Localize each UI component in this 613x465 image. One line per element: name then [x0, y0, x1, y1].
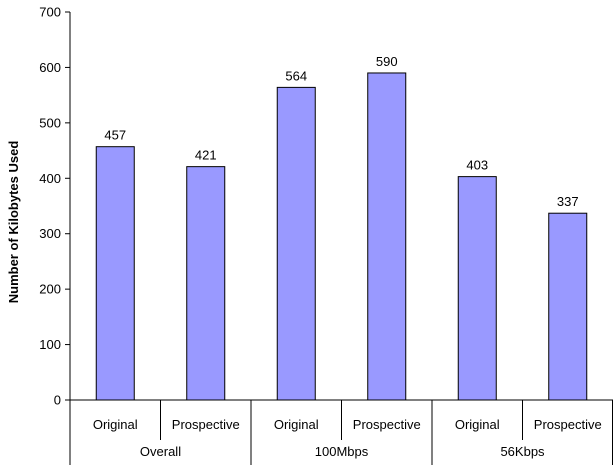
y-tick-label: 400: [39, 171, 61, 186]
x-group-label: Overall: [140, 444, 181, 459]
x-category-label: Prospective: [353, 417, 421, 432]
bar-100mbps-prospective: [367, 72, 407, 401]
bar-value-label: 590: [376, 54, 398, 69]
y-tick-label: 100: [39, 337, 61, 352]
y-tick-label: 700: [39, 5, 61, 20]
bar-overall-original: [95, 146, 135, 401]
y-axis-title: Number of Kilobytes Used: [6, 141, 21, 304]
x-category-label: Original: [455, 417, 500, 432]
x-category-label: Prospective: [172, 417, 240, 432]
bar-56kbps-prospective: [548, 212, 588, 401]
y-tick-label: 200: [39, 282, 61, 297]
bar-value-label: 421: [195, 148, 217, 163]
x-group-label: 56Kbps: [500, 444, 545, 459]
bar-value-label: 457: [104, 128, 126, 143]
bar-56kbps-original: [457, 176, 497, 401]
x-category-label: Prospective: [534, 417, 602, 432]
bar-value-label: 337: [557, 194, 579, 209]
bar-value-label: 564: [285, 68, 307, 83]
bar-overall-prospective: [186, 166, 226, 401]
bar-100mbps-original: [276, 86, 316, 401]
bar-value-label: 403: [466, 158, 488, 173]
y-tick-label: 600: [39, 60, 61, 75]
y-tick-label: 300: [39, 226, 61, 241]
y-tick-label: 0: [54, 393, 61, 408]
x-group-label: 100Mbps: [315, 444, 369, 459]
y-tick-label: 500: [39, 115, 61, 130]
x-category-label: Original: [93, 417, 138, 432]
x-category-label: Original: [274, 417, 319, 432]
plot-area: 0 100 200 300 400 500 600 700 457 Original 421 Pros…: [39, 5, 613, 465]
